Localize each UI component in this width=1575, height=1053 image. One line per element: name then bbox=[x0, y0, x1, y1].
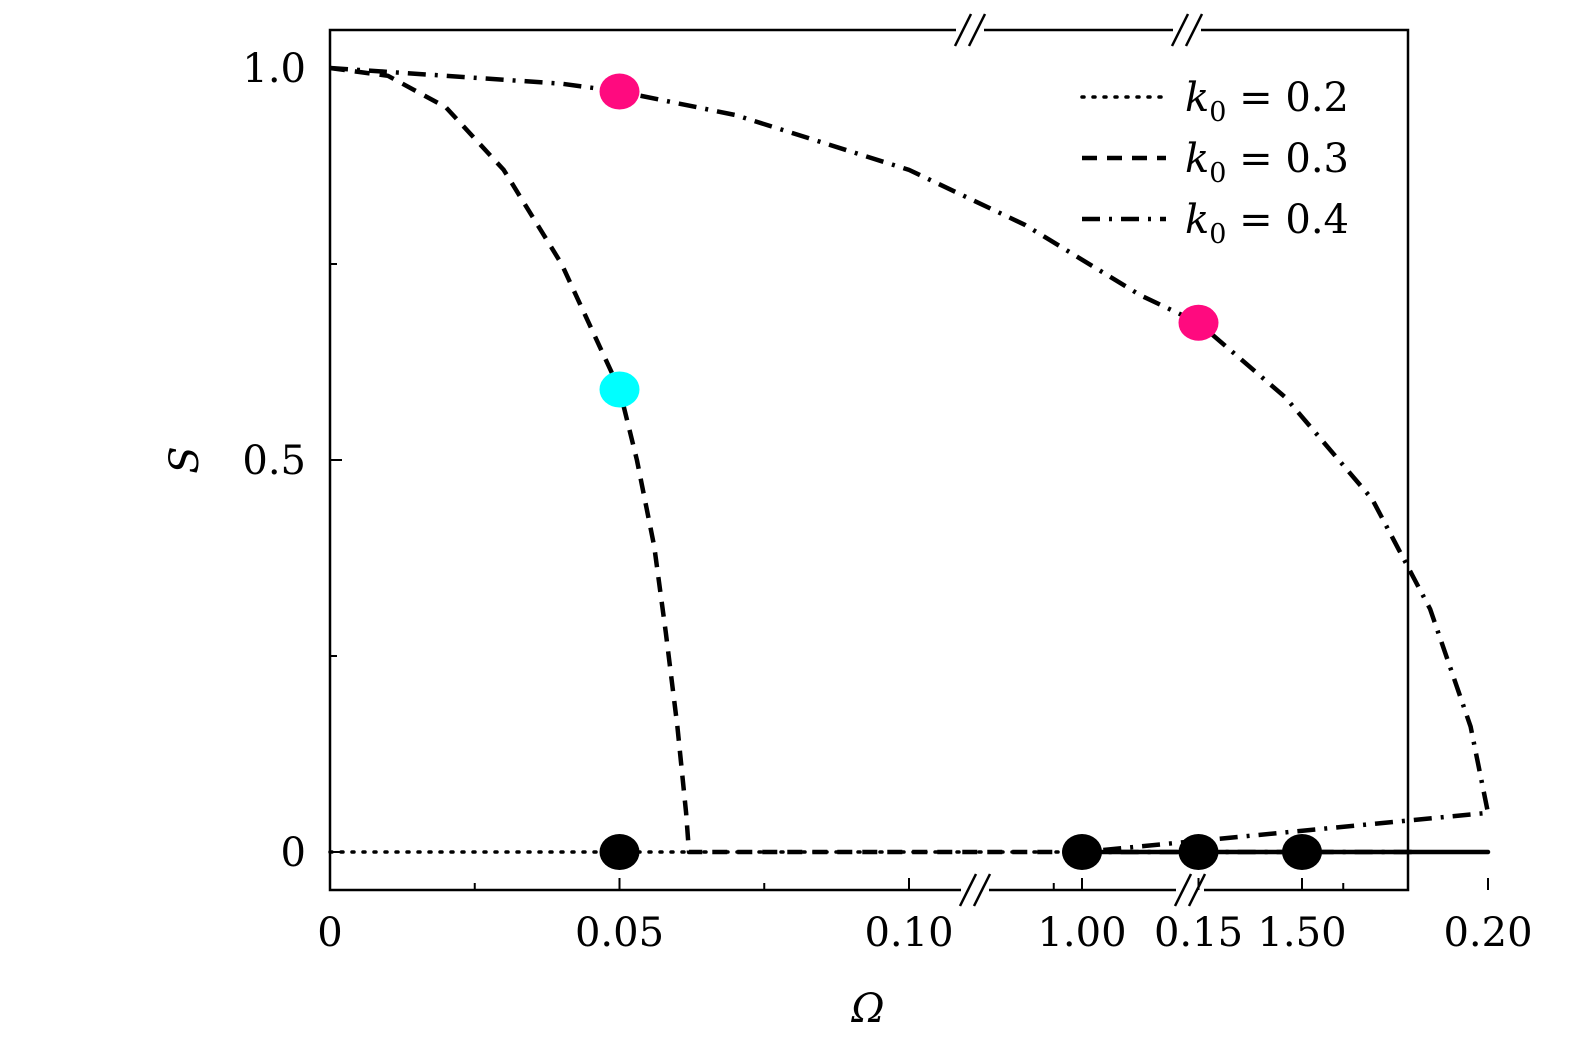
x-tick-label: 0.15 bbox=[1154, 910, 1243, 956]
axis-break-mark bbox=[1170, 13, 1190, 47]
y-axis-title: S bbox=[162, 446, 208, 473]
data-marker bbox=[599, 834, 640, 870]
series-line-dashdot bbox=[329, 65, 1491, 855]
curves bbox=[328, 65, 1491, 855]
data-marker bbox=[599, 371, 640, 408]
y-tick-label: 0.5 bbox=[242, 438, 306, 484]
x-tick-label: 0.10 bbox=[864, 910, 953, 956]
markers bbox=[599, 73, 1322, 870]
data-marker bbox=[1062, 834, 1102, 870]
data-marker bbox=[1178, 304, 1219, 341]
data-marker bbox=[599, 73, 640, 110]
x-axis-title: Ω bbox=[850, 986, 884, 1032]
axis-breaks bbox=[953, 13, 1207, 907]
y-tick-label: 0 bbox=[281, 830, 306, 876]
legend-label: k0 = 0.4 bbox=[1185, 197, 1349, 250]
axis-break-gap bbox=[1173, 26, 1201, 34]
x-tick-label: 0 bbox=[317, 910, 342, 956]
axis-break-gap bbox=[961, 886, 989, 894]
x-tick-label: 0.05 bbox=[575, 910, 664, 956]
data-marker bbox=[1178, 834, 1219, 870]
axis-break-mark bbox=[1173, 873, 1193, 907]
axis-break-mark bbox=[972, 873, 992, 907]
legend-label: k0 = 0.2 bbox=[1185, 75, 1349, 128]
legend: k0 = 0.2 k0 = 0.3 k0 = 0.4 bbox=[1080, 75, 1349, 250]
y-tick-label: 1.0 bbox=[242, 46, 306, 92]
x-tick-label: 1.00 bbox=[1037, 910, 1126, 956]
axis-break-mark bbox=[967, 13, 987, 47]
axis-break-gap bbox=[956, 26, 984, 34]
legend-label: k0 = 0.3 bbox=[1185, 136, 1349, 189]
series-line-dashed bbox=[329, 65, 1491, 855]
x-tick-label: 1.50 bbox=[1257, 910, 1346, 956]
axis-break-mark bbox=[958, 873, 978, 907]
x-tick-label: 0.20 bbox=[1443, 910, 1532, 956]
ticks: 0 0.05 0.10 0.15 0.20 1.00 1.50 0 0.5 1.0 bbox=[242, 46, 1532, 956]
data-marker bbox=[1282, 834, 1322, 870]
axis-break-mark bbox=[1184, 13, 1204, 47]
axis-break-mark bbox=[1187, 873, 1207, 907]
axis-break-mark bbox=[953, 13, 973, 47]
axis-break-gap bbox=[1176, 886, 1204, 894]
